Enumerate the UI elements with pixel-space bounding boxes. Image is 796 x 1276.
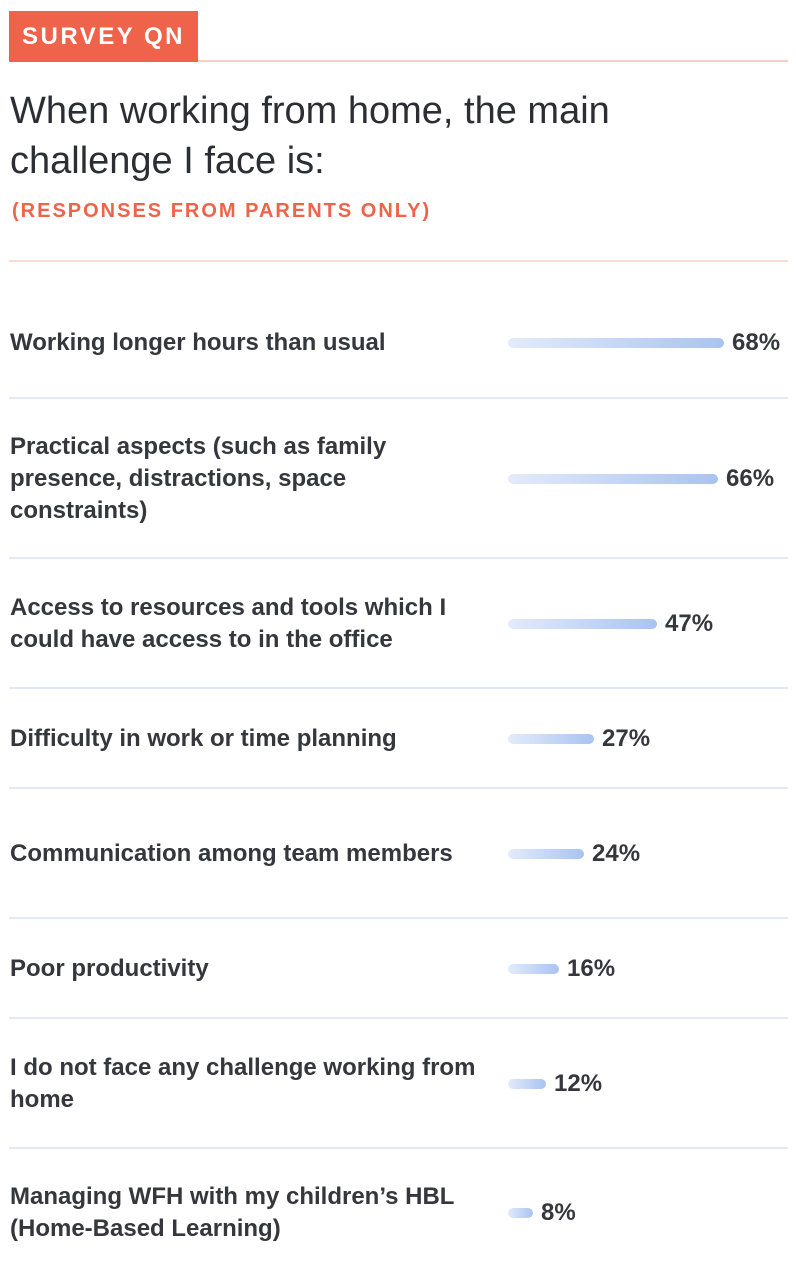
category-label: Working longer hours than usual <box>10 328 386 356</box>
category-label: Practical aspects (such as family presen… <box>10 433 387 524</box>
category-label: I do not face any challenge working from… <box>10 1054 476 1113</box>
row-divider <box>9 1147 788 1149</box>
bar <box>508 337 724 348</box>
chart-row: Working longer hours than usual 68% <box>9 286 788 399</box>
bar <box>508 849 584 859</box>
bar <box>508 1079 546 1089</box>
value-label: 24% <box>592 840 641 867</box>
value-label: 27% <box>602 725 651 752</box>
bar <box>508 619 657 629</box>
value-label: 66% <box>726 465 775 492</box>
row-divider <box>9 917 788 919</box>
category-label: Managing WFH with my children’s HBL (Hom… <box>10 1182 455 1242</box>
category-label: Access to resources and tools which I co… <box>10 594 447 653</box>
value-label: 12% <box>554 1070 603 1097</box>
chart-row: I do not face any challenge working from… <box>9 1019 788 1149</box>
chart-row: Difficulty in work or time planning 27% <box>9 689 788 789</box>
badge-underline <box>198 60 788 62</box>
chart-subtitle: (RESPONSES FROM PARENTS ONLY) <box>12 200 432 222</box>
bar <box>508 734 594 744</box>
chart-row: Managing WFH with my children’s HBL (Hom… <box>9 1149 788 1276</box>
category-label: Communication among team members <box>10 840 453 867</box>
row-divider <box>9 787 788 789</box>
category-label: Poor productivity <box>10 955 209 982</box>
value-label: 47% <box>665 610 714 637</box>
bar <box>508 474 718 484</box>
row-divider <box>9 687 788 689</box>
header-divider <box>9 260 788 262</box>
survey-badge: SURVEY QN <box>9 11 198 62</box>
row-divider <box>9 557 788 559</box>
chart-title: When working from home, the main challen… <box>10 90 610 182</box>
bar <box>508 964 559 974</box>
bar <box>508 1207 533 1218</box>
value-label: 68% <box>732 328 781 356</box>
row-divider <box>9 1017 788 1019</box>
category-label: Difficulty in work or time planning <box>10 725 397 752</box>
value-label: 16% <box>567 955 616 982</box>
chart-row: Poor productivity 16% <box>9 919 788 1019</box>
row-divider <box>9 397 788 399</box>
chart-row: Practical aspects (such as family presen… <box>9 399 788 559</box>
value-label: 8% <box>541 1198 576 1226</box>
chart-row: Access to resources and tools which I co… <box>9 559 788 689</box>
chart-row: Communication among team members 24% <box>9 789 788 919</box>
